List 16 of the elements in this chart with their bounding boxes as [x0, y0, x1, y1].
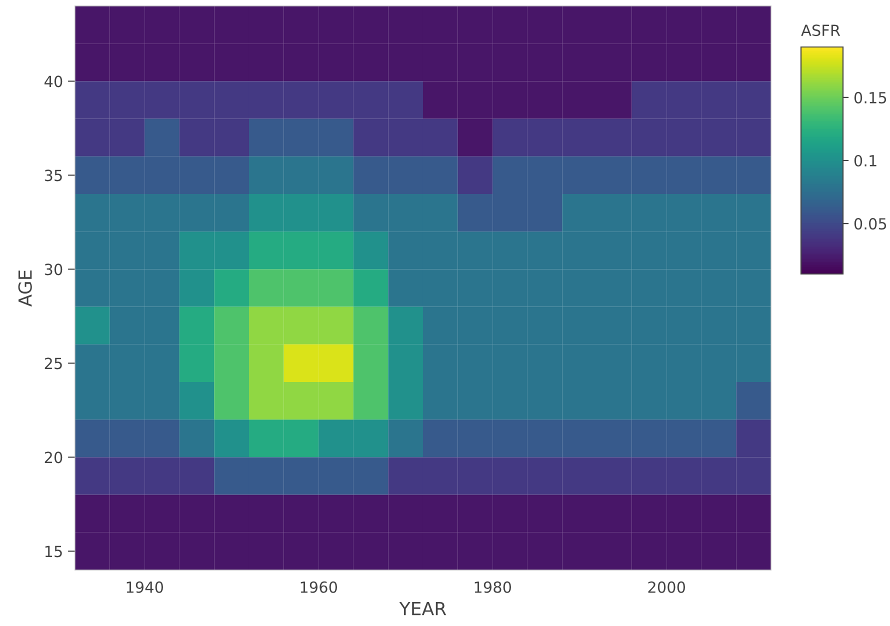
y-axis-title: AGE [18, 270, 32, 307]
y-tick-label: 20 [44, 452, 62, 464]
x-tick-label: 2000 [648, 581, 686, 593]
x-tick-label: 1980 [474, 581, 512, 593]
y-tick-label: 15 [45, 546, 62, 558]
color-bar-label: 0.05 [854, 218, 886, 230]
y-tick-label: 40 [44, 76, 62, 88]
y-tick-label: 35 [44, 170, 62, 182]
color-bar-label: 0.15 [854, 92, 886, 104]
x-tick-label: 1940 [126, 581, 164, 593]
y-tick-label: 25 [44, 358, 62, 370]
color-bar-label: 0.1 [854, 154, 876, 167]
color-bar-title: ASFR [801, 24, 840, 36]
x-tick-label: 1960 [300, 581, 338, 593]
y-tick-label: 30 [44, 264, 62, 276]
x-axis-title: YEAR [399, 602, 446, 616]
